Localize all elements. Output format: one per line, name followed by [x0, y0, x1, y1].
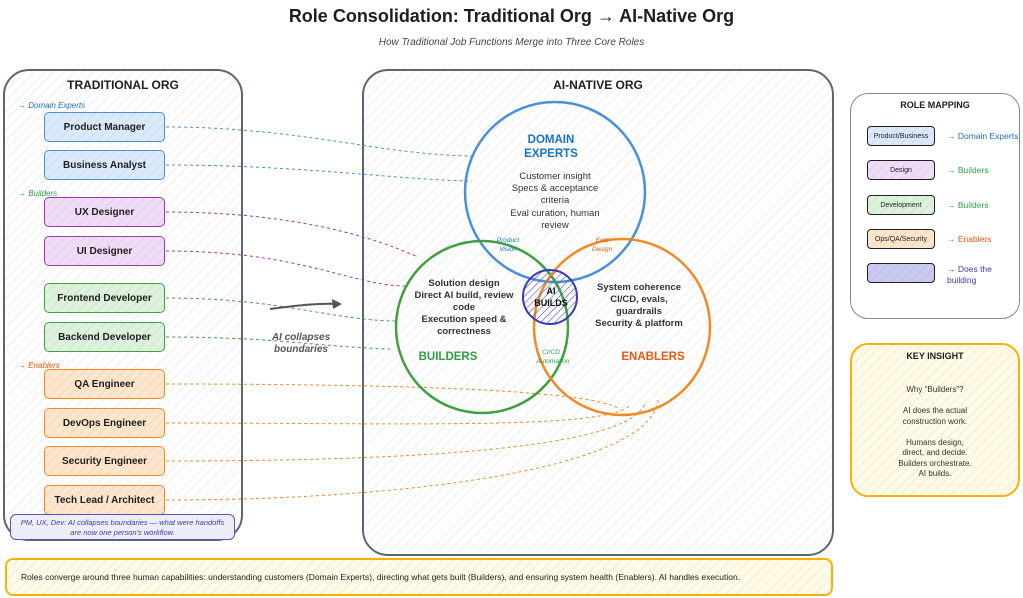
key-insight-panel: KEY INSIGHT Why "Builders"? AI does the … — [850, 343, 1020, 497]
domain-line: Customer insight — [519, 171, 591, 182]
domain-experts-title: DOMAIN — [528, 134, 575, 146]
mapping-builders: → Builders — [947, 165, 989, 175]
enablers-circle — [532, 237, 712, 417]
domain-line: Eval curation, human — [510, 208, 599, 219]
enablers-line: Security & platform — [595, 318, 683, 329]
mapping-does-building: → Does the building — [947, 264, 992, 285]
role-product-manager: Product Manager — [44, 112, 165, 142]
traditional-footnote: PM, UX, Dev: AI collapses boundaries — w… — [10, 514, 235, 540]
overlap-eval-design: Eval — [596, 237, 609, 244]
role-ui-designer: UI Designer — [44, 236, 165, 266]
arrow-devops — [165, 404, 631, 425]
builders-line: Execution speed & — [422, 314, 507, 325]
ai-builds-label: AI — [547, 286, 556, 296]
role-devops-engineer: DevOps Engineer — [44, 408, 165, 438]
insight-line: AI does the actual — [902, 406, 968, 415]
group-label-domain: → Domain Experts — [18, 101, 86, 110]
overlap-cicd-2: Automation — [536, 358, 570, 365]
swatch-development: Development — [867, 195, 935, 215]
swatch-ops-qa-security: Ops/QA/Security — [867, 229, 935, 249]
role-qa-engineer: QA Engineer — [44, 369, 165, 399]
arrow-fe — [165, 297, 396, 322]
role-backend-developer: Backend Developer — [44, 322, 165, 352]
page-subtitle: How Traditional Job Functions Merge into… — [378, 37, 645, 48]
overlap-product-vision: Product — [497, 237, 521, 244]
builders-line: Solution design — [428, 278, 499, 289]
swatch-ai — [867, 263, 935, 283]
ai-native-org-title: AI-NATIVE ORG — [553, 78, 643, 92]
arrow-sec — [165, 402, 646, 462]
swatch-product-business: Product/Business — [867, 126, 935, 146]
summary-text: Roles converge around three human capabi… — [21, 572, 741, 582]
overlap-cicd: CI/CD — [542, 349, 560, 356]
insight-line: Why "Builders"? — [906, 385, 964, 394]
enablers-line: CI/CD, evals, — [610, 294, 668, 305]
group-label-enablers: → Enablers — [18, 361, 60, 370]
insight-line: construction work. — [902, 416, 968, 426]
arrow-be — [165, 336, 394, 350]
ai-builds-circle — [522, 269, 578, 325]
role-mapping-panel: ROLE MAPPING Product/Business → Domain E… — [850, 93, 1020, 319]
mapping-builders-dev: → Builders — [947, 200, 989, 210]
domain-line: Specs & acceptance — [512, 183, 599, 194]
summary-banner: Roles converge around three human capabi… — [5, 558, 833, 596]
arrow-pm — [165, 126, 473, 157]
overlap-eval-design-2: Design — [592, 246, 613, 253]
enablers-title: ENABLERS — [621, 351, 685, 363]
role-business-analyst: Business Analyst — [44, 150, 165, 180]
mapping-enablers: → Enablers — [947, 234, 992, 244]
role-ux-designer: UX Designer — [44, 197, 165, 227]
insight-line: Builders orchestrate. — [898, 458, 972, 468]
insight-line: direct, and decide. — [902, 448, 968, 457]
role-mapping-title: ROLE MAPPING — [900, 100, 970, 110]
key-insight-body: Why "Builders"? AI does the actual const… — [852, 385, 1018, 480]
domain-line: criteria — [541, 195, 570, 206]
domain-experts-title-2: EXPERTS — [524, 148, 578, 160]
group-label-builders: → Builders — [18, 189, 58, 198]
traditional-org-title: TRADITIONAL ORG — [67, 78, 179, 92]
role-frontend-developer: Frontend Developer — [44, 283, 165, 313]
page-title: Role Consolidation: Traditional Org → AI… — [288, 6, 735, 26]
ai-builds-label-2: BUILDS — [534, 298, 568, 308]
insight-line: Humans design, — [906, 437, 964, 447]
arrow-qa — [165, 383, 621, 411]
arrow-ux — [165, 211, 419, 258]
builders-title: BUILDERS — [419, 351, 478, 363]
ai-native-org-panel: AI-NATIVE ORG — [362, 69, 834, 556]
enablers-line: guardrails — [616, 306, 662, 317]
enablers-line: System coherence — [597, 282, 681, 293]
arrow-ui — [165, 250, 406, 287]
builders-line: correctness — [437, 326, 491, 337]
builders-line: code — [453, 302, 475, 313]
overlap-product-vision-2: Vision — [499, 246, 517, 253]
builders-circle — [394, 239, 570, 415]
role-tech-lead: Tech Lead / Architect — [44, 485, 165, 515]
insight-line: AI builds. — [918, 469, 952, 478]
collapse-label: AI collapses boundaries — [271, 332, 331, 355]
role-security-engineer: Security Engineer — [44, 446, 165, 476]
arrow-ba — [165, 164, 473, 182]
swatch-design: Design — [867, 160, 935, 180]
mapping-domain-experts: → Domain Experts — [947, 131, 1019, 141]
builders-line: Direct AI build, review — [415, 290, 515, 301]
collapse-arrow-head — [332, 299, 342, 309]
domain-line: review — [541, 220, 569, 231]
arrow-techlead — [165, 399, 659, 501]
key-insight-title: KEY INSIGHT — [906, 351, 964, 361]
